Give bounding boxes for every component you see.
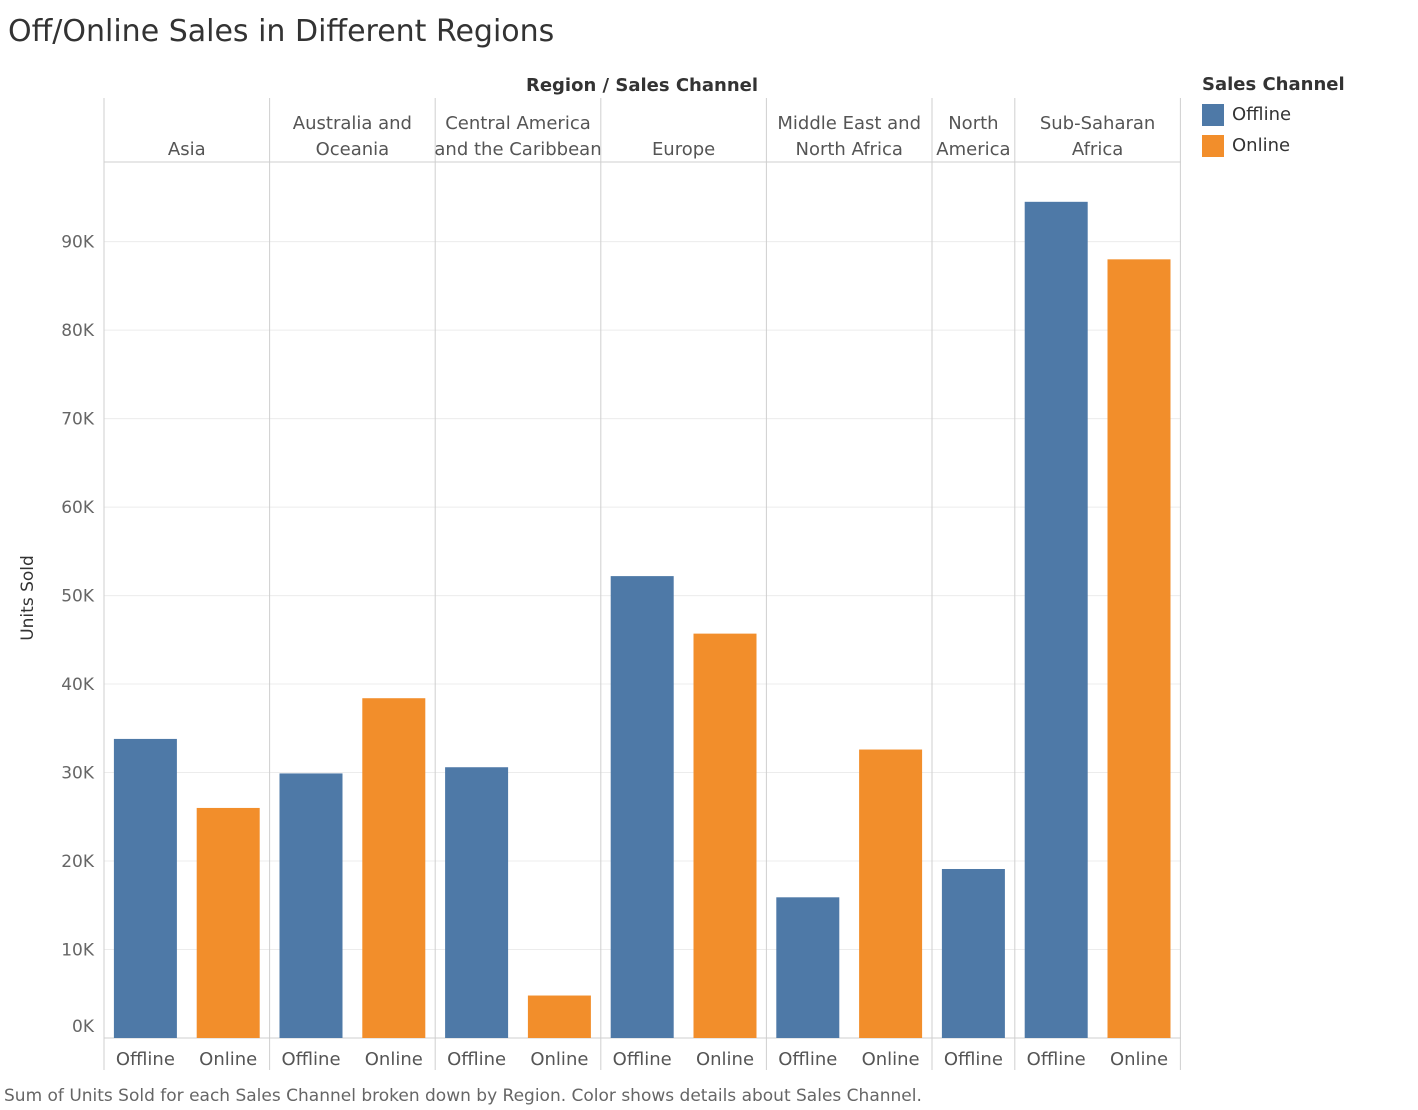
x-tick-label: Online <box>1110 1049 1168 1070</box>
legend-item-online[interactable]: Online <box>1202 130 1345 161</box>
x-tick-label: Online <box>365 1049 423 1070</box>
region-header-label: Europe <box>652 139 715 160</box>
region-header-label: Africa <box>1072 139 1123 160</box>
bar-online <box>859 749 923 1038</box>
legend-label-offline: Offline <box>1232 104 1292 125</box>
region-header-label: Sub-Saharan <box>1040 113 1156 134</box>
legend-item-offline[interactable]: Offline <box>1202 99 1345 130</box>
region-header-label: Australia and <box>293 113 412 134</box>
y-tick-label: 70K <box>61 410 95 430</box>
bar-offline <box>941 868 1005 1038</box>
x-tick-label: Online <box>862 1049 920 1070</box>
bar-online <box>196 807 260 1038</box>
x-tick-label: Offline <box>281 1049 340 1070</box>
x-tick-label: Offline <box>944 1049 1003 1070</box>
legend-swatch-online <box>1202 134 1224 157</box>
region-header-label: North <box>948 113 998 134</box>
y-tick-label: 30K <box>61 764 95 784</box>
y-tick-label: 0K <box>72 1017 95 1037</box>
legend: Sales Channel Offline Online <box>1202 74 1345 161</box>
x-tick-label: Offline <box>1027 1049 1086 1070</box>
bar-offline <box>279 773 343 1038</box>
region-header-label: and the Caribbean <box>434 139 601 160</box>
bar-offline <box>113 738 177 1038</box>
region-header-label: Asia <box>168 139 206 160</box>
y-tick-label: 90K <box>61 233 95 253</box>
y-tick-label: 10K <box>61 941 95 961</box>
x-tick-label: Offline <box>778 1049 837 1070</box>
y-axis-label: Units Sold <box>18 555 38 641</box>
region-header-label: Central America <box>445 113 591 134</box>
y-tick-label: 80K <box>61 321 95 341</box>
bar-online <box>1107 259 1171 1038</box>
legend-label-online: Online <box>1232 135 1291 156</box>
region-header-label: North Africa <box>795 139 902 160</box>
x-tick-label: Online <box>199 1049 257 1070</box>
bar-offline <box>610 576 674 1038</box>
x-tick-label: Online <box>530 1049 588 1070</box>
bar-offline <box>776 897 840 1038</box>
y-tick-label: 40K <box>61 675 95 695</box>
x-tick-label: Offline <box>447 1049 506 1070</box>
bar-online <box>527 995 591 1038</box>
legend-title: Sales Channel <box>1202 74 1345 95</box>
region-header-label: Oceania <box>316 139 390 160</box>
x-tick-label: Offline <box>116 1049 175 1070</box>
y-tick-label: 60K <box>61 498 95 518</box>
bar-online <box>693 633 757 1038</box>
legend-swatch-offline <box>1202 103 1224 126</box>
region-header-label: Middle East and <box>777 113 921 134</box>
bar-offline <box>445 767 509 1038</box>
bar-online <box>362 698 426 1038</box>
y-tick-label: 50K <box>61 587 95 607</box>
y-tick-label: 20K <box>61 852 95 872</box>
column-header: Region / Sales Channel <box>526 75 758 96</box>
chart-title: Off/Online Sales in Different Regions <box>8 14 555 49</box>
chart-caption: Sum of Units Sold for each Sales Channel… <box>4 1086 922 1106</box>
x-tick-label: Online <box>696 1049 754 1070</box>
x-tick-label: Offline <box>613 1049 672 1070</box>
region-header-label: America <box>936 139 1010 160</box>
bar-offline <box>1024 201 1088 1038</box>
